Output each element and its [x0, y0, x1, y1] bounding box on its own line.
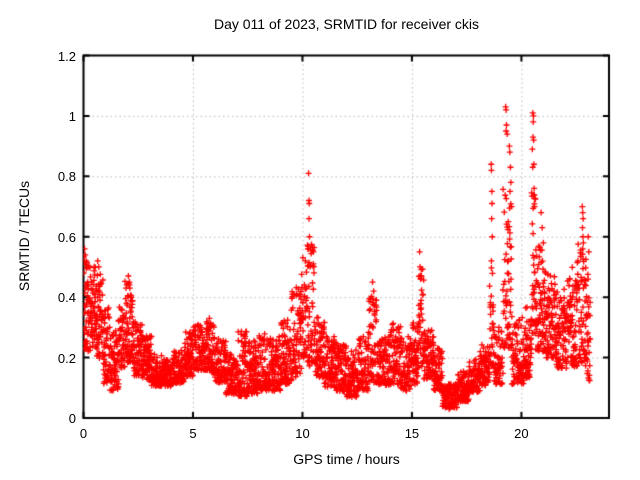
y-tick-label: 0.8 [57, 169, 76, 185]
x-tick-label: 10 [295, 426, 310, 441]
y-tick-label: 0.6 [57, 229, 76, 245]
chart-title: Day 011 of 2023, SRMTID for receiver cki… [213, 16, 480, 32]
y-tick-label: 0 [68, 411, 76, 426]
y-tick-labels: 0 0.2 0.4 0.6 0.8 1 1.2 [0, 0, 76, 480]
y-tick-label: 1 [68, 108, 76, 124]
y-tick-label: 0.4 [57, 290, 76, 306]
x-tick-label: 0 [79, 426, 88, 441]
x-tick-label: 5 [189, 426, 197, 441]
x-tick-label: 15 [404, 426, 420, 441]
y-tick-label: 1.2 [57, 48, 76, 64]
x-tick-label: 20 [514, 426, 529, 441]
x-axis-label: GPS time / hours [293, 451, 400, 467]
y-tick-label: 0.2 [57, 350, 76, 366]
